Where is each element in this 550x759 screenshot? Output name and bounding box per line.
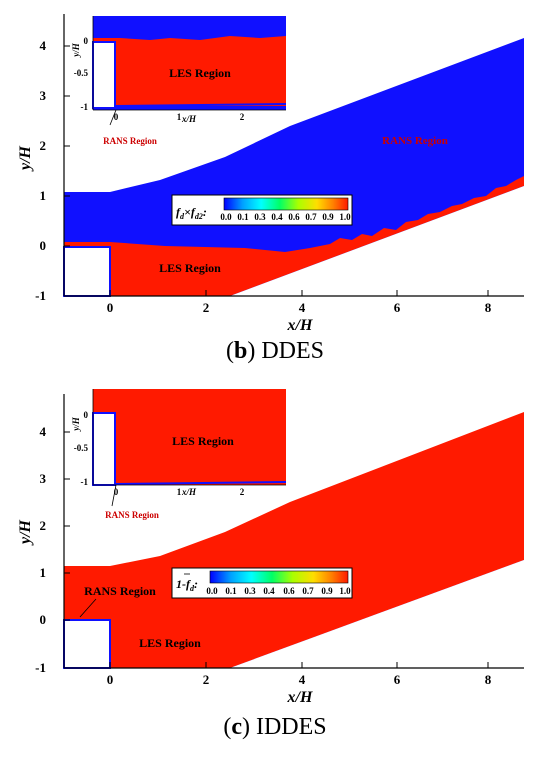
panel-b-colorbar — [223, 197, 349, 211]
panel-b-xtick-label: 4 — [299, 300, 306, 315]
panel-c-inset-rans-label: RANS Region — [105, 510, 159, 520]
panel-b-below-slope — [230, 186, 524, 296]
panel-b-inset: 0 -0.5 -1 0 1 2 x/H y/H LES Region RANS … — [71, 16, 287, 146]
panel-c-inset-ylabel: y/H — [71, 416, 81, 431]
panel-b-inset-ytick: -1 — [81, 102, 89, 112]
panel-c-ytick-label: -1 — [35, 660, 46, 675]
panel-c-figure: -1 0 1 2 3 4 0 2 4 6 8 x/H y/H RANS Regi… — [17, 389, 524, 706]
panel-c-xtick-label: 4 — [299, 672, 306, 687]
svg-text:0.4: 0.4 — [271, 212, 283, 222]
panel-c-xtick-label: 0 — [107, 672, 114, 687]
panel-b-xticks: 0 2 4 6 8 — [107, 290, 492, 315]
panel-c-ylabel: y/H — [17, 519, 34, 546]
panel-b-ytick-label: 4 — [40, 38, 47, 53]
svg-text:0.0: 0.0 — [206, 586, 218, 596]
panel-b-xtick-label: 2 — [203, 300, 210, 315]
panel-c-colorbar-ticks: 0.0 0.1 0.3 0.4 0.6 0.7 0.9 1.0 — [206, 586, 351, 596]
panel-c-step — [63, 619, 111, 669]
panel-b-ylabel: y/H — [17, 145, 34, 172]
panel-b-inset-xtick: 2 — [240, 112, 245, 122]
panel-c-inset-ytick: -0.5 — [74, 443, 89, 453]
svg-text:1.0: 1.0 — [339, 212, 351, 222]
panel-b-legend: fd×fd2: 0.0 0.1 0.3 0.4 0.6 0.7 0.9 1.0 — [171, 194, 353, 226]
panel-c-legend-label: 1-fd: — [176, 577, 198, 593]
svg-text:0.7: 0.7 — [302, 586, 314, 596]
panel-c-ytick-label: 2 — [40, 518, 47, 533]
panel-c-legend: 1-fd: 0.0 0.1 0.3 0.4 0.6 0.7 0.9 1.0 — [171, 567, 353, 599]
panel-c-inset: 0 -0.5 -1 0 1 2 x/H y/H LES Region RANS … — [71, 389, 287, 520]
panel-b-les-label: LES Region — [159, 261, 221, 275]
panel-c-inset-xtick: 1 — [177, 487, 182, 497]
panel-b-caption: (b) DDES — [225, 338, 325, 364]
panel-c-xtick-label: 6 — [394, 672, 401, 687]
panel-c-xlabel: x/H — [287, 689, 313, 706]
svg-text:0.9: 0.9 — [322, 212, 334, 222]
panel-b-inset-xtick: 1 — [177, 112, 182, 122]
panel-b-xtick-label: 6 — [394, 300, 401, 315]
svg-text:0.9: 0.9 — [321, 586, 333, 596]
svg-text:0.3: 0.3 — [254, 212, 266, 222]
svg-text:0.1: 0.1 — [225, 586, 237, 596]
panel-b-inset-xtick: 0 — [114, 112, 119, 122]
panel-b-ytick-label: 2 — [40, 138, 47, 153]
panel-c-xtick-label: 8 — [485, 672, 492, 687]
panel-b-legend-label: fd×fd2: — [176, 205, 207, 221]
panel-b-inset-ytick: 0 — [84, 36, 89, 46]
svg-text:0.1: 0.1 — [237, 212, 249, 222]
panel-b-inset-ylabel: y/H — [71, 42, 81, 57]
panel-c-inset-les-label: LES Region — [172, 434, 234, 448]
svg-text:0.4: 0.4 — [263, 586, 275, 596]
svg-text:0.6: 0.6 — [288, 212, 300, 222]
panel-b-ytick-label: 3 — [40, 88, 47, 103]
svg-text:0.7: 0.7 — [305, 212, 317, 222]
panel-b-inset-ytick: -0.5 — [74, 68, 89, 78]
panel-b-colorbar-ticks: 0.0 0.1 0.3 0.4 0.6 0.7 0.9 1.0 — [220, 212, 351, 222]
panel-b-inset-les-label: LES Region — [169, 66, 231, 80]
panel-b-rans-label-main: RANS Region — [382, 135, 448, 147]
panel-c-les-field — [64, 412, 524, 668]
panel-b-xlabel: x/H — [287, 317, 313, 334]
panel-c-xtick-label: 2 — [203, 672, 210, 687]
panel-c-ytick-label: 0 — [40, 612, 47, 627]
panel-b-inset-xlabel: x/H — [181, 114, 197, 124]
svg-text:0.3: 0.3 — [244, 586, 256, 596]
panel-b-inset-rans-label: RANS Region — [103, 136, 157, 146]
panel-c-ytick-label: 1 — [40, 565, 47, 580]
panel-b-step — [63, 246, 111, 297]
panel-b-figure: -1 0 1 2 3 4 0 2 4 6 8 x/H y/H LES Regio… — [17, 14, 524, 334]
panel-c-ytick-label: 3 — [40, 471, 47, 486]
panel-b-ytick-label: 0 — [40, 238, 47, 253]
panel-b-ytick-label: 1 — [40, 188, 47, 203]
panel-c-caption: (c) IDDES — [223, 714, 327, 740]
panel-c-inset-xtick: 2 — [240, 487, 245, 497]
panel-c-inset-ytick: -1 — [81, 477, 89, 487]
panel-b-xtick-label: 0 — [107, 300, 114, 315]
panel-b-ytick-label: -1 — [35, 288, 46, 303]
panel-c-inset-ytick: 0 — [84, 410, 89, 420]
panel-c-ytick-label: 4 — [40, 424, 47, 439]
panel-c-inset-xlabel: x/H — [181, 487, 197, 497]
panel-b-yticks: -1 0 1 2 3 4 — [35, 38, 70, 303]
panel-c-les-label: LES Region — [139, 636, 201, 650]
panel-c-colorbar — [209, 570, 349, 584]
svg-text:1.0: 1.0 — [339, 586, 351, 596]
panel-b-xtick-label: 8 — [485, 300, 492, 315]
panel-c-rans-label: RANS Region — [84, 584, 156, 598]
panel-c-inset-xtick: 0 — [114, 487, 119, 497]
panel-c-yticks: -1 0 1 2 3 4 — [35, 424, 70, 675]
panel-b-les-field — [64, 176, 524, 296]
panel-c-xticks: 0 2 4 6 8 — [107, 662, 492, 687]
svg-text:0.6: 0.6 — [283, 586, 295, 596]
svg-text:0.0: 0.0 — [220, 212, 232, 222]
